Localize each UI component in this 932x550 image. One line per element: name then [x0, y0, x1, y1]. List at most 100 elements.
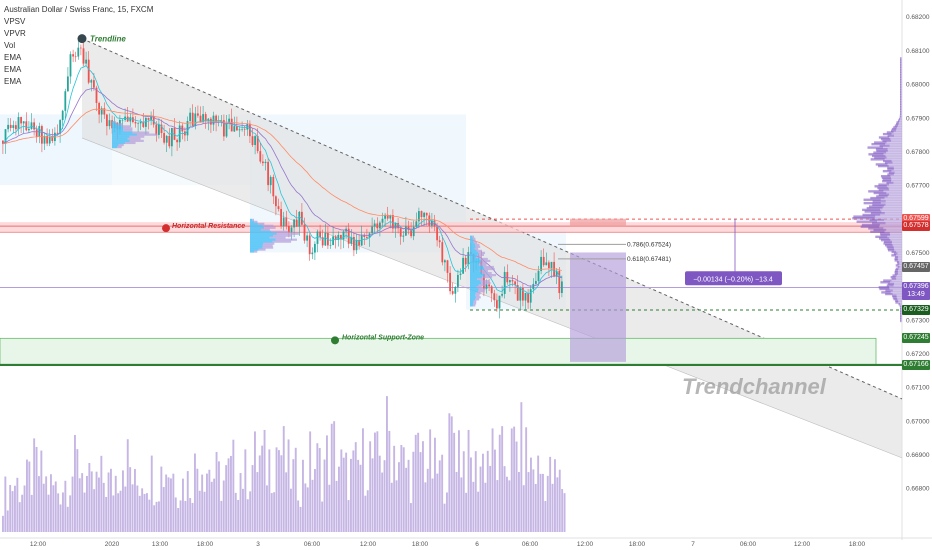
candle-body — [501, 293, 503, 296]
candle-body — [337, 234, 340, 240]
vp-bar-buy — [250, 244, 263, 247]
vp-bar-buy — [470, 280, 481, 283]
vpvr-bar-b — [898, 267, 902, 271]
volume-bar — [393, 445, 396, 532]
vpvr-bar-a — [900, 87, 901, 90]
vpvr-bar-a — [900, 84, 901, 87]
vpvr-bar-b — [898, 264, 902, 267]
volume-bar — [33, 438, 36, 532]
vpvr-bar-b — [900, 306, 902, 309]
vpvr-bar-a — [895, 301, 899, 304]
candle-body — [498, 295, 501, 309]
vpvr-bar-b — [896, 254, 902, 257]
vpvr-bar-b — [895, 276, 902, 279]
vpvr-bar-a — [900, 92, 901, 95]
vpvr-bar-b — [900, 319, 902, 323]
volume-bar — [263, 429, 266, 532]
candle-body — [314, 243, 316, 253]
volume-bar — [162, 487, 165, 532]
candle-body — [20, 117, 22, 124]
vpvr-bar-b — [887, 235, 902, 239]
vpvr-bar-b — [892, 244, 902, 247]
vpvr-bar-a — [885, 289, 893, 292]
vp-bar-sell — [473, 300, 477, 303]
time-tick: 12:00 — [30, 541, 47, 548]
volume-bar — [309, 431, 312, 532]
vp-bar-buy — [470, 271, 482, 275]
candle-body — [329, 244, 332, 246]
candle-body — [324, 233, 327, 246]
candle-body — [262, 161, 264, 164]
vpvr-bar-b — [885, 222, 902, 225]
vpvr-bar-a — [884, 161, 893, 164]
vpvr-bar-b — [900, 109, 902, 112]
volume-bar — [453, 432, 456, 532]
vpvr-bar-b — [900, 114, 902, 117]
vpvr-bar-a — [900, 104, 901, 107]
vp-bar-sell — [272, 240, 292, 243]
volume-bar — [222, 480, 225, 532]
volume-bar — [90, 471, 93, 532]
vpvr-bar-b — [886, 141, 902, 144]
vp-bar-buy — [470, 278, 478, 281]
time-tick: 06:00 — [740, 541, 757, 548]
volume-bar — [417, 432, 420, 532]
vp-bar-sell — [475, 298, 480, 301]
vpvr-bar-a — [887, 134, 895, 137]
vpvr-bar-a — [900, 73, 901, 77]
vpvr-bar-b — [892, 240, 902, 244]
vp-bar-sell — [254, 250, 258, 253]
vp-bar-buy — [470, 235, 473, 238]
time-tick: 7 — [691, 541, 695, 548]
candle-body — [311, 252, 314, 255]
vpvr-bar-a — [887, 166, 894, 169]
vp-bar-sell — [481, 271, 492, 275]
vp-bar-buy — [112, 135, 130, 138]
vpvr-bar-a — [895, 299, 899, 302]
candle-body — [420, 211, 423, 218]
volume-bar — [114, 475, 117, 532]
volume-bar — [347, 500, 350, 532]
indicator-ema-2[interactable]: EMA — [4, 65, 22, 74]
vpvr-bar-b — [889, 232, 902, 235]
vpvr-bar-a — [900, 309, 901, 313]
candle-body — [254, 136, 256, 146]
indicator-vpvr[interactable]: VPVR — [4, 29, 26, 38]
volume-bar — [369, 441, 372, 532]
vpvr-bar-a — [881, 176, 891, 180]
volume-bar — [273, 492, 276, 532]
volume-bar — [38, 476, 40, 532]
volume-bar — [465, 492, 468, 532]
candle-body — [332, 236, 334, 245]
volume-bar — [340, 449, 343, 532]
vpvr-bar-a — [900, 72, 901, 75]
volume-bar — [95, 471, 98, 532]
volume-bar — [542, 473, 544, 532]
volume-bar — [45, 476, 48, 532]
vpvr-bar-b — [900, 314, 902, 318]
vpvr-bar-a — [879, 144, 890, 148]
vpvr-bar-b — [879, 223, 902, 227]
indicator-ema-1[interactable]: EMA — [4, 53, 22, 62]
indicator-ema-3[interactable]: EMA — [4, 77, 22, 86]
fib-label-786: 0.786(0.67524) — [627, 241, 671, 248]
candle-body — [67, 76, 69, 92]
vp-bar-buy — [250, 242, 264, 245]
vpvr-bar-b — [900, 89, 902, 92]
volume-bar — [556, 477, 559, 532]
vpvr-bar-b — [898, 299, 902, 302]
volume-bar — [6, 510, 9, 532]
volume-bar — [563, 493, 566, 532]
vpvr-bar-b — [885, 143, 902, 146]
vp-bar-sell — [473, 239, 476, 242]
candle-body — [158, 124, 160, 135]
candle-body — [61, 110, 64, 121]
candle-body — [436, 226, 438, 241]
chart-legend: Australian Dollar / Swiss Franc, 15, FXC… — [4, 4, 153, 88]
indicator-vol[interactable]: Vol — [4, 41, 16, 50]
indicator-vpsv[interactable]: VPSV — [4, 17, 26, 26]
candle-body — [243, 129, 246, 130]
volume-bar — [134, 469, 136, 532]
vpvr-bar-b — [900, 116, 902, 119]
